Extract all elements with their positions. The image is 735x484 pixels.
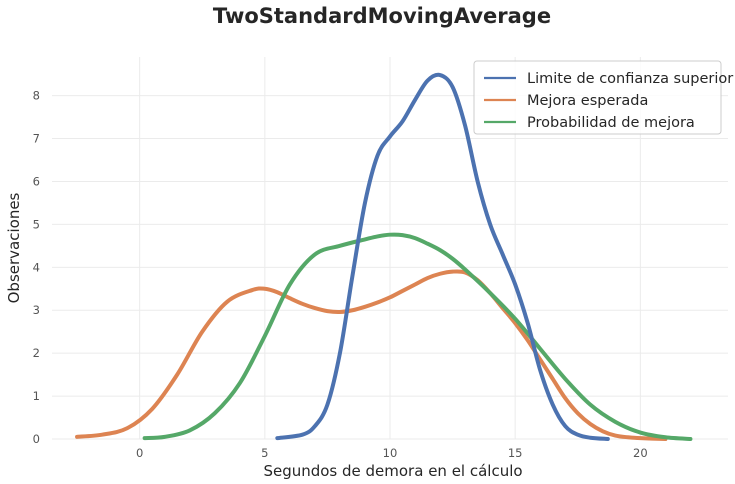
axis-ticks: 0 5 10 15 20 0 1 2 3 4 5 6 7 8	[33, 89, 648, 460]
y-tick-label: 5	[33, 217, 40, 231]
y-tick-label: 8	[33, 89, 40, 103]
series-line-2	[142, 232, 693, 441]
x-tick-label: 0	[136, 446, 143, 460]
y-tick-label: 6	[33, 174, 40, 188]
series-lines	[75, 72, 693, 441]
x-tick-label: 10	[383, 446, 398, 460]
y-tick-label: 4	[33, 260, 40, 274]
x-axis-label: Segundos de demora en el cálculo	[263, 462, 522, 480]
x-tick-label: 20	[633, 446, 648, 460]
series-line-0	[275, 72, 610, 441]
legend: Limite de confianza superior Mejora esper…	[473, 60, 733, 135]
y-axis-label: Observaciones	[5, 192, 23, 303]
y-tick-label: 3	[33, 303, 40, 317]
y-tick-label: 1	[33, 389, 40, 403]
legend-label: Mejora esperada	[527, 93, 648, 109]
legend-label: Probabilidad de mejora	[527, 115, 695, 131]
legend-label: Limite de confianza superior	[527, 71, 733, 87]
y-tick-label: 0	[33, 432, 40, 446]
series-line-1	[75, 269, 668, 441]
legend-box	[473, 60, 722, 135]
x-tick-label: 15	[508, 446, 523, 460]
x-tick-label: 5	[261, 446, 268, 460]
y-tick-label: 2	[33, 346, 40, 360]
chart-title: TwoStandardMovingAverage	[213, 4, 551, 28]
y-tick-label: 7	[33, 132, 40, 146]
